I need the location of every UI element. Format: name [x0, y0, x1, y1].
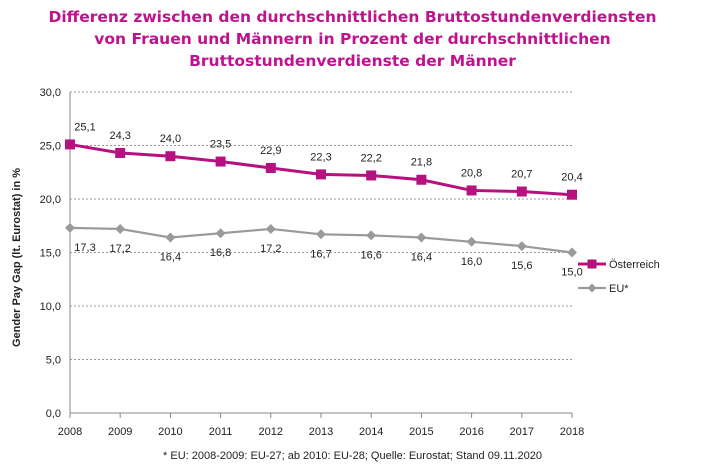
data-point-diamond [416, 232, 427, 243]
data-point-square [215, 156, 226, 167]
data-label: 16,4 [411, 252, 432, 264]
data-point-diamond [567, 247, 577, 258]
x-tick-label: 2012 [259, 426, 283, 438]
chart-footnote: * EU: 2008-2009: EU-27; ab 2010: EU-28; … [163, 450, 542, 462]
data-point-diamond [466, 236, 477, 247]
data-label: 22,9 [260, 145, 281, 157]
data-point-diamond [65, 222, 75, 233]
data-point-square [567, 189, 577, 200]
legend-label: Österreich [609, 259, 660, 271]
legend-label: EU* [609, 283, 629, 295]
x-tick-label: 2010 [158, 426, 182, 438]
data-point-square [516, 186, 527, 197]
data-point-square [165, 151, 176, 162]
data-point-diamond [316, 229, 326, 240]
data-point-diamond [516, 241, 527, 252]
data-label: 15,6 [511, 260, 532, 272]
data-point-diamond [366, 230, 377, 241]
y-tick-label: 10,0 [40, 301, 61, 313]
data-label: 20,4 [561, 172, 582, 184]
data-point-diamond [265, 223, 276, 234]
chart-title: Differenz zwischen den durchschnittliche… [0, 6, 705, 72]
data-label: 22,2 [360, 152, 381, 164]
data-point-square [265, 162, 276, 173]
x-tick-label: 2015 [409, 426, 433, 438]
legend-marker-diamond [587, 283, 597, 293]
y-tick-label: 25,0 [40, 141, 61, 153]
x-tick-label: 2011 [209, 426, 233, 438]
data-label: 16,0 [461, 256, 482, 268]
y-axis-label: Gender Pay Gap (lt. Eurostat) in % [11, 168, 23, 347]
x-tick-label: 2018 [560, 426, 584, 438]
data-label: 20,8 [461, 167, 482, 179]
data-point-square [416, 174, 427, 185]
data-point-square [366, 170, 377, 181]
x-tick-label: 2014 [359, 426, 383, 438]
y-tick-label: 20,0 [40, 194, 61, 206]
x-tick-label: 2016 [459, 426, 483, 438]
data-point-square [466, 185, 477, 196]
data-label: 25,1 [74, 121, 95, 133]
y-tick-label: 30,0 [40, 87, 61, 99]
data-label: 17,2 [109, 243, 130, 255]
data-point-square [65, 139, 75, 150]
y-tick-label: 0,0 [46, 408, 61, 420]
data-label: 16,6 [360, 249, 381, 261]
data-label: 15,0 [561, 267, 582, 279]
chart-title-line-1: Differenz zwischen den durchschnittliche… [48, 8, 657, 26]
x-tick-label: 2008 [58, 426, 82, 438]
legend-marker-square [587, 259, 597, 269]
x-tick-label: 2013 [309, 426, 333, 438]
data-label: 22,3 [310, 151, 331, 163]
data-label: 24,0 [160, 133, 181, 145]
x-tick-label: 2009 [108, 426, 132, 438]
y-tick-label: 15,0 [40, 248, 61, 260]
data-point-diamond [215, 228, 226, 239]
data-point-diamond [165, 232, 176, 243]
data-label: 21,8 [411, 157, 432, 169]
data-label: 16,4 [160, 252, 181, 264]
chart-title-line-2: von Frauen und Männern in Prozent der du… [94, 30, 611, 48]
x-tick-label: 2017 [510, 426, 534, 438]
data-label: 23,5 [210, 139, 231, 151]
chart-title-line-3: Bruttostundenverdienste der Männer [189, 52, 516, 70]
data-label: 20,7 [511, 169, 532, 181]
data-point-square [316, 169, 326, 180]
data-label: 17,3 [74, 242, 95, 254]
data-point-square [115, 147, 126, 158]
data-label: 16,7 [310, 248, 331, 260]
data-point-diamond [115, 223, 126, 234]
y-tick-label: 5,0 [46, 355, 61, 367]
data-label: 24,3 [109, 130, 130, 142]
data-label: 17,2 [260, 243, 281, 255]
data-label: 16,8 [210, 247, 231, 259]
